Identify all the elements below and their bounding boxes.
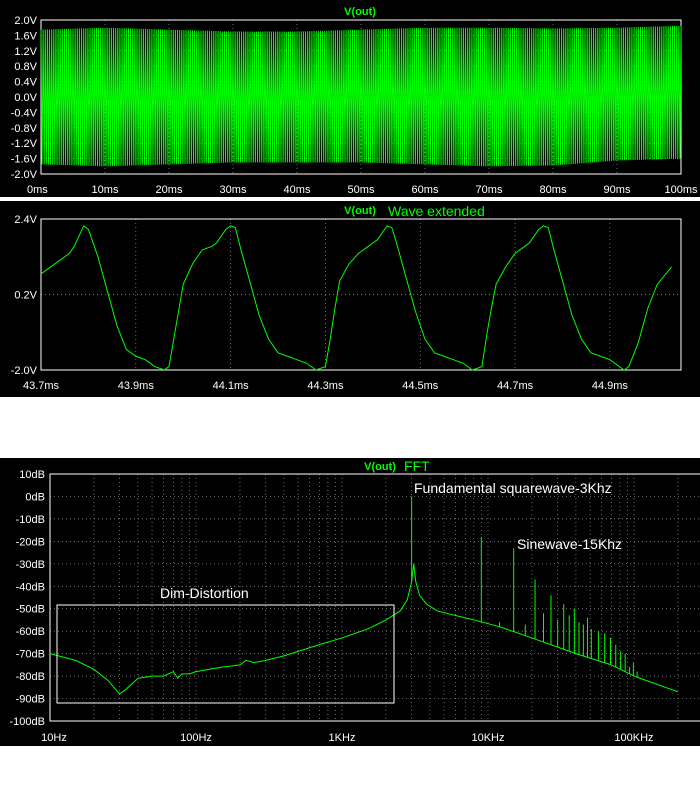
x-tick-label: 0ms xyxy=(27,184,48,196)
x-tick-label: 50ms xyxy=(348,184,375,196)
x-tick-label: 100ms xyxy=(664,184,698,196)
y-tick-label: -80dB xyxy=(16,671,45,683)
plot-frame xyxy=(40,19,682,175)
dim-distortion-box xyxy=(56,604,395,704)
x-tick-label: 90ms xyxy=(604,184,631,196)
y-tick-label: 1.2V xyxy=(14,46,37,58)
x-tick-label: 70ms xyxy=(476,184,503,196)
x-tick-label: 10KHz xyxy=(471,732,504,744)
plot-frame xyxy=(49,473,700,722)
y-tick-label: 0.0V xyxy=(14,92,37,104)
y-tick-label: -70dB xyxy=(16,649,45,661)
x-tick-label: 43.9ms xyxy=(118,380,155,392)
annotation-sinewave: Sinewave-15Khz xyxy=(517,536,622,552)
x-tick-label: 1KHz xyxy=(329,732,356,744)
plot-subtitle: FFT xyxy=(404,458,430,474)
wave-extended-svg: V(out) Wave extended 43.7ms 43.9ms 44.1ms 4… xyxy=(11,203,682,392)
y-tick-label: -2.0V xyxy=(11,365,38,377)
y-tick-label: -10dB xyxy=(16,514,45,526)
fft-svg: V(out) FFT 10Hz 100Hz 1KHz 10KHz 100KHz 10dB 0… xyxy=(10,458,700,744)
time-domain-plot: V(out) 0ms 10ms 20ms 30ms 40ms 50ms 60ms 70ms 80… xyxy=(0,0,700,197)
annotation-dim-distortion: Dim-Distortion xyxy=(160,585,249,601)
x-tick-label: 10Hz xyxy=(41,732,67,744)
y-tick-label: 0.8V xyxy=(14,61,37,73)
y-tick-label: -50dB xyxy=(16,604,45,616)
y-tick-label: -60dB xyxy=(16,626,45,638)
y-tick-label: 0.4V xyxy=(14,77,37,89)
y-tick-label: 2.0V xyxy=(14,15,37,27)
y-tick-label: -0.8V xyxy=(11,123,38,135)
y-tick-label: 10dB xyxy=(19,469,45,481)
y-tick-label: -20dB xyxy=(16,536,45,548)
y-tick-label: -30dB xyxy=(16,559,45,571)
y-tick-label: -40dB xyxy=(16,581,45,593)
x-tick-label: 44.1ms xyxy=(213,380,250,392)
series-line-fft xyxy=(49,563,679,695)
y-tick-label: -1.6V xyxy=(11,154,38,166)
x-tick-label: 30ms xyxy=(220,184,247,196)
x-tick-label: 20ms xyxy=(156,184,183,196)
y-tick-label: 2.4V xyxy=(14,214,37,226)
x-tick-label: 40ms xyxy=(284,184,311,196)
y-tick-label: 0.2V xyxy=(14,290,37,302)
time-domain-svg: V(out) 0ms 10ms 20ms 30ms 40ms 50ms 60ms 70ms 80… xyxy=(11,6,698,196)
plot-title: V(out) xyxy=(364,461,396,473)
plot-title: V(out) xyxy=(344,6,376,18)
x-tick-label: 80ms xyxy=(540,184,567,196)
series-line-vout xyxy=(40,25,682,167)
y-tick-label: -2.0V xyxy=(11,169,38,181)
x-tick-label: 44.5ms xyxy=(402,380,439,392)
y-tick-label: -1.2V xyxy=(11,138,38,150)
y-tick-label: -0.4V xyxy=(11,107,38,119)
y-tick-label: -90dB xyxy=(16,694,45,706)
x-tick-label: 60ms xyxy=(412,184,439,196)
wave-extended-plot: V(out) Wave extended 43.7ms 43.9ms 44.1ms 4… xyxy=(0,201,700,397)
x-tick-label: 100Hz xyxy=(180,732,212,744)
series-line-vout xyxy=(40,225,672,371)
plot-frame xyxy=(40,218,682,371)
y-tick-label: 1.6V xyxy=(14,30,37,42)
x-tick-label: 100KHz xyxy=(614,732,653,744)
fft-plot: V(out) FFT 10Hz 100Hz 1KHz 10KHz 100KHz 10dB 0… xyxy=(0,458,700,746)
x-tick-label: 44.9ms xyxy=(592,380,629,392)
annotation-fundamental: Fundamental squarewave-3Khz xyxy=(414,480,612,496)
x-tick-label: 44.7ms xyxy=(497,380,534,392)
y-tick-label: -100dB xyxy=(10,716,45,728)
plot-title: V(out) xyxy=(344,205,376,217)
x-tick-label: 10ms xyxy=(92,184,119,196)
x-tick-label: 44.3ms xyxy=(307,380,344,392)
plot-subtitle: Wave extended xyxy=(388,203,485,219)
y-tick-label: 0dB xyxy=(25,491,45,503)
x-tick-label: 43.7ms xyxy=(23,380,60,392)
